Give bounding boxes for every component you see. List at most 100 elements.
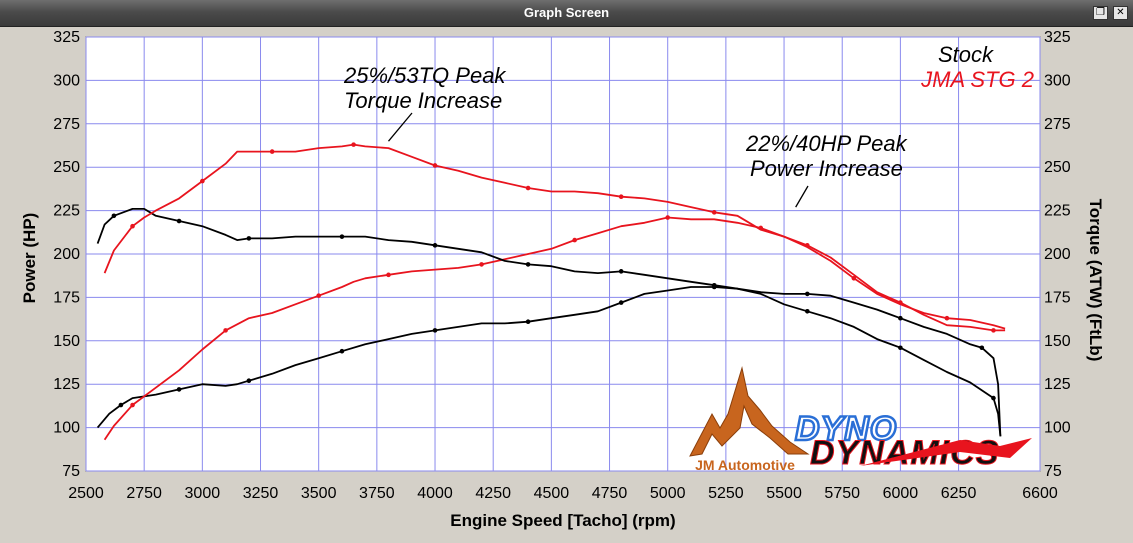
y-tick-labels-left: 325 300 275 250 225 200 175 150 125 100 75 [53, 29, 80, 480]
window-title: Graph Screen [523, 5, 610, 20]
stage2-power-point [316, 293, 321, 298]
stock-power-point [118, 402, 124, 408]
stock-torque-point [111, 213, 117, 219]
stage2-torque-point [351, 142, 356, 147]
x-tick-label: 5500 [766, 485, 802, 502]
stage2-power-line [103, 216, 1006, 441]
stock-power-point [339, 348, 345, 354]
x-tick-label: 2750 [126, 485, 162, 502]
stage2-torque-point [711, 210, 717, 215]
x-tick-label: 3250 [243, 485, 279, 502]
stage2-torque-point [432, 163, 438, 168]
y-tick-label-right: 250 [1044, 159, 1071, 176]
y-tick-label-right: 75 [1044, 463, 1062, 480]
x-axis-label: Engine Speed [Tacho] (rpm) [450, 511, 675, 530]
stock-torque-point [991, 395, 996, 401]
y-tick-label-left: 125 [53, 376, 80, 393]
stock-torque-point [805, 308, 810, 314]
stock-torque-point [339, 234, 345, 239]
dyno-dynamics-logo: DYNO DYNAMICS [794, 409, 1032, 473]
jm-logo-mark [689, 366, 810, 457]
y-axis-label-right: Torque (ATW) (FtLb) [1086, 199, 1105, 362]
y-tick-label-right: 300 [1044, 72, 1071, 89]
x-tick-label: 6250 [941, 485, 977, 502]
series-lines [96, 142, 1006, 441]
y-tick-label-left: 225 [53, 203, 80, 220]
stage2-power-point [944, 315, 950, 321]
stock-power-point [898, 315, 903, 321]
stage2-power-point [130, 402, 135, 408]
dyno-logo-swoosh [860, 438, 1032, 466]
close-icon[interactable]: ✕ [1113, 6, 1128, 20]
x-tick-label: 5250 [708, 485, 744, 502]
torque-annotation-arrow [387, 112, 413, 142]
stock-power-point [618, 300, 624, 305]
stock-torque-point [898, 345, 903, 351]
stage2-torque-point [525, 185, 531, 191]
stage2-power-point [851, 276, 857, 281]
y-tick-label-left: 150 [53, 333, 80, 350]
stage2-power-point [572, 237, 577, 243]
stock-torque-point [618, 269, 624, 274]
stock-power-point [176, 387, 182, 392]
stage2-torque-line [103, 143, 1006, 332]
stage2-power-point [479, 262, 484, 267]
x-tick-label: 4000 [417, 485, 453, 502]
stock-power-point [432, 328, 438, 333]
y-tick-label-left: 75 [62, 463, 80, 480]
legend-stage2: JMA STG 2 [920, 67, 1034, 92]
stock-torque-point [432, 243, 438, 248]
torque-annotation-line1: 25%/53TQ Peak [343, 63, 506, 88]
stage2-torque-point [618, 194, 624, 200]
x-tick-label: 4500 [534, 485, 570, 502]
power-annotation-line1: 22%/40HP Peak [745, 131, 908, 156]
stock-torque-point [711, 282, 717, 288]
y-tick-label-right: 275 [1044, 116, 1071, 133]
power-annotation-line2: Power Increase [750, 156, 903, 181]
y-tick-label-left: 200 [53, 246, 80, 263]
y-tick-label-right: 100 [1044, 420, 1071, 437]
y-tick-label-left: 250 [53, 159, 80, 176]
x-tick-label: 3750 [359, 485, 395, 502]
stock-power-point [246, 378, 252, 384]
title-bar[interactable]: Graph Screen ❐ ✕ [0, 0, 1133, 27]
y-tick-label-right: 200 [1044, 246, 1071, 263]
x-tick-label: 3500 [301, 485, 337, 502]
stock-torque-point [525, 262, 531, 267]
stage2-torque-point [269, 149, 275, 154]
stage2-torque-point [805, 243, 810, 248]
y-tick-label-left: 175 [53, 289, 80, 306]
dyno-logo-top: DYNO [795, 410, 897, 448]
stage2-torque-point [130, 223, 135, 229]
torque-annotation-line2: Torque Increase [344, 88, 502, 113]
dyno-chart: 2500 2750 3000 3250 3500 3750 4000 4250 4500 4750… [20, 29, 1105, 530]
x-tick-label: 3000 [185, 485, 221, 502]
stage2-torque-point [200, 178, 205, 184]
stock-torque-point [246, 236, 252, 241]
y-tick-label-left: 325 [53, 29, 80, 46]
grid-lines [85, 36, 1041, 472]
jm-automotive-logo: JM Automotive [689, 366, 810, 473]
x-tick-labels: 2500 2750 3000 3250 3500 3750 4000 4250 4500 4750… [68, 485, 1058, 502]
stock-torque-point [176, 218, 182, 224]
y-axis-label-left: Power (HP) [20, 213, 39, 304]
stage2-power-point [223, 328, 228, 333]
y-tick-label-right: 225 [1044, 203, 1071, 220]
y-tick-label-left: 300 [53, 72, 80, 89]
x-tick-label: 6000 [883, 485, 919, 502]
stock-power-point [525, 319, 531, 325]
power-annotation-arrow [795, 185, 809, 208]
stage2-power-point [386, 272, 391, 278]
power-annotation: 22%/40HP Peak Power Increase [745, 131, 908, 208]
x-tick-label: 6600 [1022, 485, 1058, 502]
x-tick-label: 5750 [824, 485, 860, 502]
x-tick-label: 2500 [68, 485, 104, 502]
stock-power-point [979, 345, 985, 351]
stock-power-point [805, 291, 810, 297]
torque-annotation: 25%/53TQ Peak Torque Increase [343, 63, 506, 142]
restore-icon[interactable]: ❐ [1093, 6, 1108, 20]
y-tick-labels-right: 325 300 275 250 225 200 175 150 125 100 75 [1044, 29, 1071, 480]
x-tick-label: 4250 [475, 485, 511, 502]
y-tick-label-right: 125 [1044, 376, 1071, 393]
